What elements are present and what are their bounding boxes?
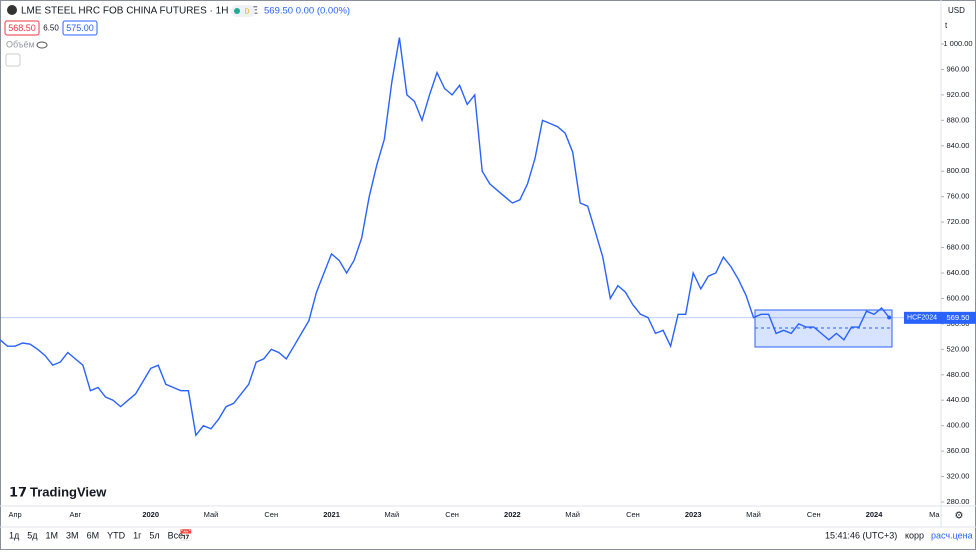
- spread: 6.50: [43, 24, 59, 33]
- y-tick-label: 1 000.00: [943, 39, 972, 48]
- clock: 15:41:46 (UTC+3): [825, 530, 897, 540]
- collapse-button[interactable]: [5, 53, 21, 67]
- y-tick-label: 480.00: [947, 370, 970, 379]
- ask[interactable]: 575.00: [66, 23, 94, 33]
- x-tick-label: Май: [384, 510, 399, 519]
- ask-box[interactable]: [62, 20, 98, 36]
- volume-label: Объём: [6, 39, 35, 49]
- x-tick-label: Сен: [445, 510, 459, 519]
- adj-button[interactable]: корр: [905, 530, 924, 540]
- symbol-title: LME STEEL HRC FOB CHINA FUTURES · 1H · L…: [21, 6, 258, 17]
- date-range-icon[interactable]: 📅: [179, 529, 193, 542]
- x-tick-label: Авг: [69, 510, 81, 519]
- y-tick-label: 400.00: [947, 421, 970, 430]
- settings-icon[interactable]: ⚙: [955, 511, 964, 522]
- price-line-series: [0, 37, 890, 437]
- y-tick-label: 640.00: [947, 268, 970, 277]
- price-axis-tag: [941, 311, 976, 324]
- price-axis-label: 569.50: [947, 313, 970, 322]
- x-tick-label: Май: [565, 510, 580, 519]
- range-button[interactable]: 1г: [133, 530, 142, 540]
- range-button[interactable]: YTD: [107, 530, 126, 540]
- logo: TradingView: [30, 484, 107, 499]
- x-tick-label: 2024: [866, 510, 884, 519]
- x-tick-label: Май: [204, 510, 219, 519]
- y-tick-label: 920.00: [947, 90, 970, 99]
- y-tick-label: 440.00: [947, 395, 970, 404]
- status-dot: [234, 8, 240, 14]
- range-button[interactable]: 1д: [9, 530, 20, 540]
- bid-box[interactable]: [4, 20, 40, 36]
- range-button[interactable]: Все: [168, 530, 184, 540]
- range-button[interactable]: 3М: [66, 530, 79, 540]
- x-tick-label: 2022: [504, 510, 521, 519]
- quote: 569.50 0.00 (0.00%): [264, 6, 350, 17]
- x-tick-label: Сен: [626, 510, 640, 519]
- x-tick-label: 2021: [323, 510, 340, 519]
- x-tick-label: Май: [746, 510, 761, 519]
- x-tick-label: 2020: [142, 510, 159, 519]
- x-tick-label: Сен: [807, 510, 821, 519]
- symbol-icon: [7, 5, 17, 15]
- y-tick-label: 800.00: [947, 166, 970, 175]
- badge-text: D: [244, 8, 249, 15]
- y-tick-label: 280.00: [947, 497, 970, 506]
- price-tag-name: HCF2024: [907, 315, 937, 322]
- y-tick-label: 360.00: [947, 446, 970, 455]
- y-tick-label: 600.00: [947, 293, 970, 302]
- y-tick-label: 840.00: [947, 141, 970, 150]
- x-tick-label: 2023: [685, 510, 702, 519]
- settle-button[interactable]: расч.цена: [931, 530, 973, 540]
- eye-icon[interactable]: [36, 41, 48, 49]
- y-tick-label: 760.00: [947, 192, 970, 201]
- price-tag: [904, 311, 941, 324]
- x-tick-label: Апр: [8, 510, 21, 519]
- y-tick-label: 320.00: [947, 472, 970, 481]
- y-tick-label: 520.00: [947, 344, 970, 353]
- y-tick-label: 680.00: [947, 243, 970, 252]
- range-button[interactable]: 1М: [46, 530, 59, 540]
- unit[interactable]: t: [945, 21, 948, 30]
- bid[interactable]: 568.50: [8, 23, 36, 33]
- x-tick-label: Сен: [264, 510, 278, 519]
- x-tick-label: Ма: [929, 510, 940, 519]
- y-tick-label: 880.00: [947, 115, 970, 124]
- range-button[interactable]: 5д: [27, 530, 38, 540]
- logo-mark: 𝟭𝟳: [9, 484, 27, 499]
- y-tick-label: 960.00: [947, 64, 970, 73]
- range-button[interactable]: 5л: [149, 530, 159, 540]
- currency[interactable]: USD: [948, 6, 965, 15]
- y-tick-label: 720.00: [947, 217, 970, 226]
- range-button[interactable]: 6М: [87, 530, 100, 540]
- last-point: [887, 315, 892, 320]
